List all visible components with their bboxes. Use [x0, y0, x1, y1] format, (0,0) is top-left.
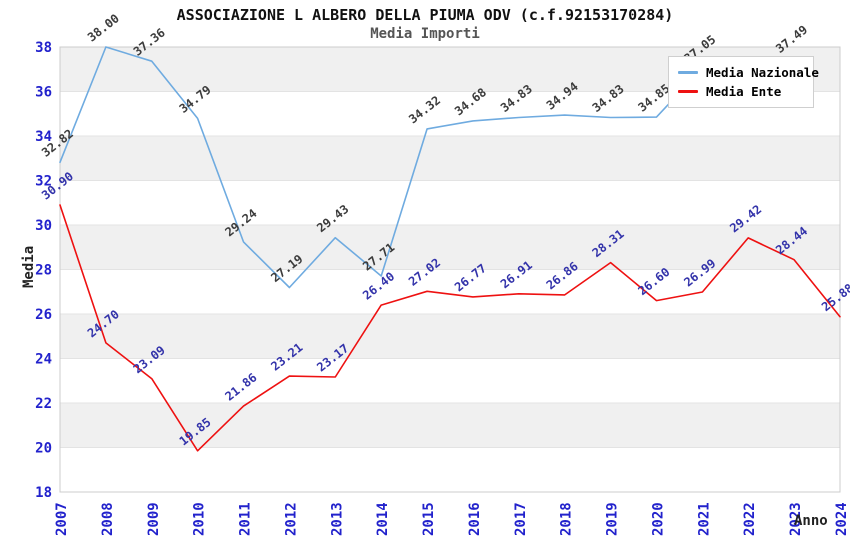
x-tick-label: 2016 — [467, 502, 483, 536]
y-tick-label: 22 — [35, 396, 52, 412]
x-tick-label: 2009 — [146, 502, 162, 536]
x-tick-label: 2017 — [513, 502, 529, 536]
x-tick-label: 2013 — [329, 502, 345, 536]
y-tick-label: 18 — [35, 485, 52, 501]
plot-band — [60, 225, 840, 270]
x-tick-label: 2024 — [834, 502, 850, 536]
x-tick-label: 2008 — [100, 502, 116, 536]
series-line-media-nazionale — [59, 46, 795, 289]
x-tick-label: 2010 — [192, 502, 208, 536]
legend-swatch-nazionale-line — [678, 71, 698, 74]
x-tick-label: 2022 — [742, 502, 758, 536]
plot-band — [60, 403, 840, 448]
y-tick-label: 38 — [35, 40, 52, 56]
chart-subtitle: Media Importi — [370, 26, 480, 42]
plot-band — [60, 314, 840, 359]
plot-border — [59, 46, 841, 493]
y-tick-label: 28 — [35, 263, 52, 279]
legend: Media Nazionale Media Ente — [668, 56, 819, 108]
x-axis-title: Anno — [794, 513, 828, 529]
y-tick-label: 32 — [35, 174, 52, 190]
legend-item-media-nazionale: Media Nazionale — [678, 64, 819, 81]
x-tick-label: 2014 — [375, 502, 391, 536]
y-tick-label: 36 — [35, 85, 52, 101]
y-tick-label: 34 — [35, 129, 52, 145]
value-label: 34.32 — [406, 93, 443, 126]
y-tick-label: 26 — [35, 307, 52, 323]
x-tick-label: 2007 — [54, 502, 70, 536]
legend-label-nazionale: Media Nazionale — [706, 65, 819, 80]
plot-band — [60, 136, 840, 181]
x-tick-label: 2019 — [605, 502, 621, 536]
legend-item-media-ente: Media Ente — [678, 83, 804, 100]
legend-label-ente: Media Ente — [706, 84, 782, 99]
x-tick-label: 2023 — [788, 502, 804, 536]
series-line-media-ente — [59, 204, 841, 452]
x-tick-label: 2012 — [283, 502, 299, 536]
chart-title: ASSOCIAZIONE L ALBERO DELLA PIUMA ODV (c… — [176, 6, 674, 24]
y-tick-label: 30 — [35, 218, 52, 234]
x-tick-label: 2015 — [421, 502, 437, 536]
y-tick-label: 24 — [35, 352, 52, 368]
x-tick-label: 2011 — [238, 502, 254, 536]
y-tick-label: 20 — [35, 441, 52, 457]
x-tick-label: 2020 — [650, 502, 666, 536]
y-axis-title: Media — [21, 245, 37, 288]
legend-swatch-ente-line — [678, 90, 698, 93]
value-label: 38.00 — [85, 11, 122, 44]
x-tick-label: 2018 — [559, 502, 575, 536]
x-tick-label: 2021 — [696, 502, 712, 536]
